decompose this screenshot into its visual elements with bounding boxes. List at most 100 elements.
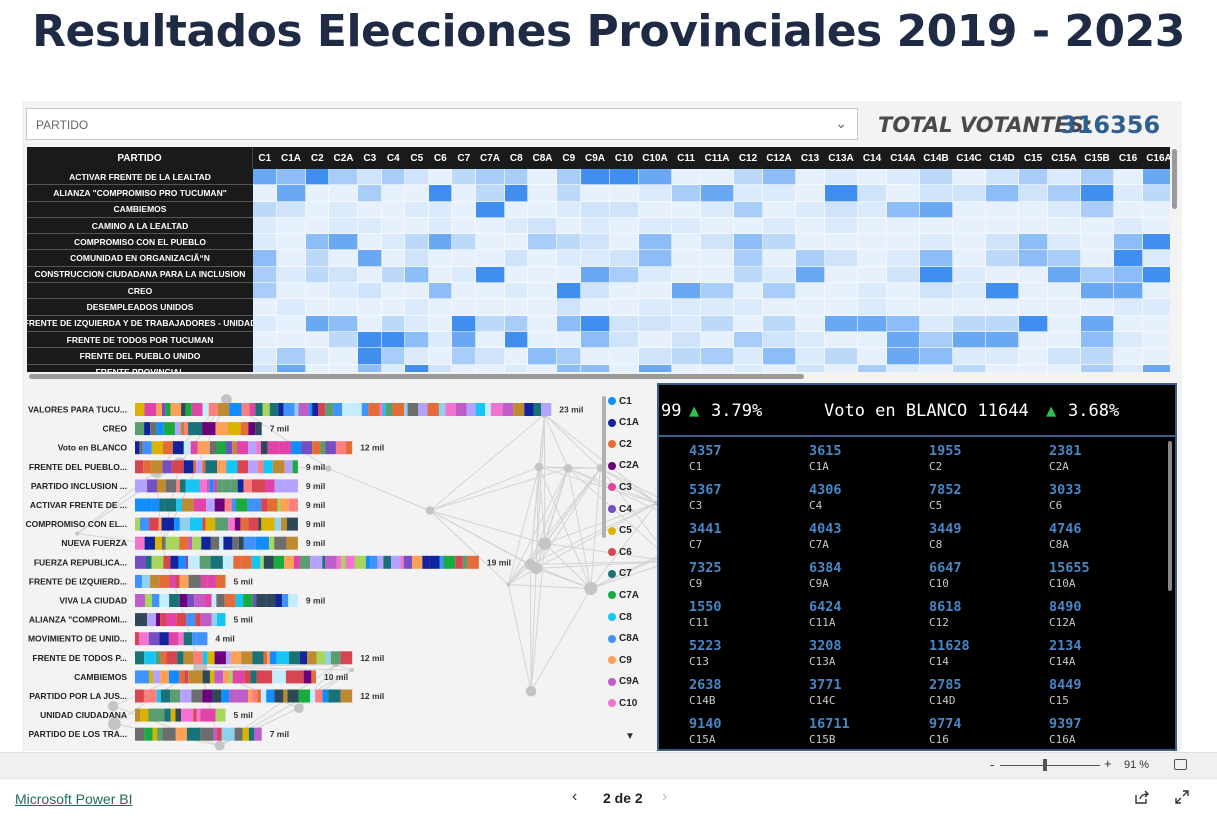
- bar-segment[interactable]: [429, 555, 440, 569]
- matrix-cell[interactable]: [557, 315, 581, 332]
- matrix-cell[interactable]: [824, 348, 858, 365]
- matrix-cell[interactable]: [557, 169, 581, 186]
- bar-segment[interactable]: [283, 689, 288, 703]
- bar-segment[interactable]: [240, 422, 249, 436]
- matrix-col-header[interactable]: C14B: [923, 152, 949, 164]
- bar-segment[interactable]: [200, 574, 208, 588]
- matrix-cell[interactable]: [253, 266, 277, 284]
- matrix-cell[interactable]: [428, 266, 452, 284]
- bar-segment[interactable]: [252, 651, 264, 665]
- bar-segment[interactable]: [145, 555, 152, 569]
- bar-segment[interactable]: [234, 517, 241, 531]
- matrix-cell[interactable]: [985, 266, 1019, 284]
- matrix-cell[interactable]: [557, 266, 581, 284]
- zoom-slider-track[interactable]: [1000, 765, 1100, 766]
- bar-segment[interactable]: [206, 498, 215, 512]
- matrix-cell[interactable]: [405, 364, 429, 372]
- matrix-cell[interactable]: [919, 331, 953, 349]
- matrix-cell[interactable]: [428, 201, 452, 218]
- bar-segment[interactable]: [143, 460, 152, 474]
- matrix-row[interactable]: FRENTE DEL PUEBLO UNIDO: [27, 348, 1170, 365]
- bar-segment[interactable]: [427, 403, 439, 416]
- bar-segment[interactable]: [230, 651, 242, 665]
- matrix-col-header[interactable]: C14: [862, 152, 882, 164]
- bar-segment[interactable]: [325, 441, 336, 455]
- matrix-row[interactable]: CAMINO A LA LEALTAD: [27, 217, 1170, 235]
- bar-segment[interactable]: [214, 498, 225, 512]
- bar-segment[interactable]: [237, 460, 249, 474]
- matrix-cell[interactable]: [557, 364, 581, 372]
- bar-segment[interactable]: [232, 670, 245, 684]
- bar-segment[interactable]: [267, 498, 278, 512]
- matrix-col-header[interactable]: C15B: [1084, 152, 1110, 164]
- matrix-cell[interactable]: [952, 331, 986, 349]
- matrix-cell[interactable]: [475, 234, 505, 251]
- next-page-button[interactable]: ›: [662, 788, 668, 805]
- matrix-cell[interactable]: [452, 348, 476, 365]
- bar-segment[interactable]: [286, 536, 298, 550]
- bar-segment[interactable]: [267, 651, 270, 665]
- bar-segment[interactable]: [279, 441, 291, 455]
- legend-item[interactable]: C9A: [608, 675, 639, 689]
- matrix-cell[interactable]: [952, 234, 986, 251]
- matrix-cell[interactable]: [358, 348, 382, 365]
- matrix-cell[interactable]: [886, 266, 920, 284]
- bar-segment[interactable]: [157, 727, 163, 741]
- matrix-cell[interactable]: [528, 331, 557, 349]
- bar-segment[interactable]: [216, 594, 225, 607]
- bar-segment[interactable]: [455, 403, 467, 416]
- bar-segment[interactable]: [183, 632, 193, 646]
- bar-segment[interactable]: [144, 594, 152, 607]
- bar-segment[interactable]: [235, 594, 244, 607]
- matrix-cell[interactable]: [475, 250, 505, 267]
- matrix-cell[interactable]: [733, 169, 763, 186]
- bar-segment[interactable]: [248, 517, 259, 531]
- bar-segment[interactable]: [185, 479, 200, 493]
- bar-segment[interactable]: [351, 403, 362, 416]
- bar-segment[interactable]: [267, 441, 280, 455]
- matrix-cell[interactable]: [428, 185, 452, 202]
- bar-segment[interactable]: [135, 460, 144, 474]
- bar-segment[interactable]: [207, 651, 215, 665]
- bar-segment[interactable]: [328, 689, 341, 703]
- bar-segment[interactable]: [190, 441, 198, 455]
- bar-segment[interactable]: [176, 498, 180, 512]
- bar-segment[interactable]: [191, 403, 203, 416]
- matrix-cell[interactable]: [276, 185, 306, 202]
- matrix-cell[interactable]: [580, 169, 610, 186]
- bar-segment[interactable]: [169, 594, 180, 607]
- bar-segment[interactable]: [278, 403, 284, 416]
- legend-item[interactable]: C3: [608, 480, 632, 494]
- matrix-col-header[interactable]: C16A: [1146, 152, 1170, 164]
- matrix-cell[interactable]: [886, 234, 920, 251]
- bar-segment[interactable]: [165, 536, 176, 550]
- bar-segment[interactable]: [160, 613, 167, 627]
- matrix-cell[interactable]: [609, 217, 639, 235]
- bar-segment[interactable]: [228, 517, 235, 531]
- matrix-cell[interactable]: [886, 201, 920, 218]
- bar-segment[interactable]: [325, 403, 334, 416]
- matrix-cell[interactable]: [580, 331, 610, 349]
- bar-segment[interactable]: [179, 594, 188, 607]
- matrix-cell[interactable]: [504, 299, 528, 316]
- bar-segment[interactable]: [513, 403, 525, 416]
- bar-segment[interactable]: [169, 574, 176, 588]
- matrix-cell[interactable]: [358, 185, 382, 202]
- matrix-cell[interactable]: [405, 169, 429, 186]
- bar-segment[interactable]: [335, 441, 346, 455]
- bar-segment[interactable]: [280, 498, 289, 512]
- matrix-cell[interactable]: [580, 364, 610, 372]
- matrix-cell[interactable]: [504, 364, 528, 372]
- legend-scroll-down-icon[interactable]: ▼: [625, 731, 635, 742]
- matrix-cell[interactable]: [305, 185, 329, 202]
- matrix-cell[interactable]: [329, 348, 358, 365]
- matrix-cell[interactable]: [700, 250, 734, 267]
- legend-scrollbar[interactable]: [602, 396, 606, 538]
- bar-segment[interactable]: [248, 727, 255, 741]
- matrix-cell[interactable]: [700, 283, 734, 300]
- matrix-cell[interactable]: [824, 201, 858, 218]
- matrix-cell[interactable]: [305, 283, 329, 300]
- bar-segment[interactable]: [195, 613, 201, 627]
- bar-segment[interactable]: [135, 594, 145, 607]
- matrix-cell[interactable]: [638, 185, 672, 202]
